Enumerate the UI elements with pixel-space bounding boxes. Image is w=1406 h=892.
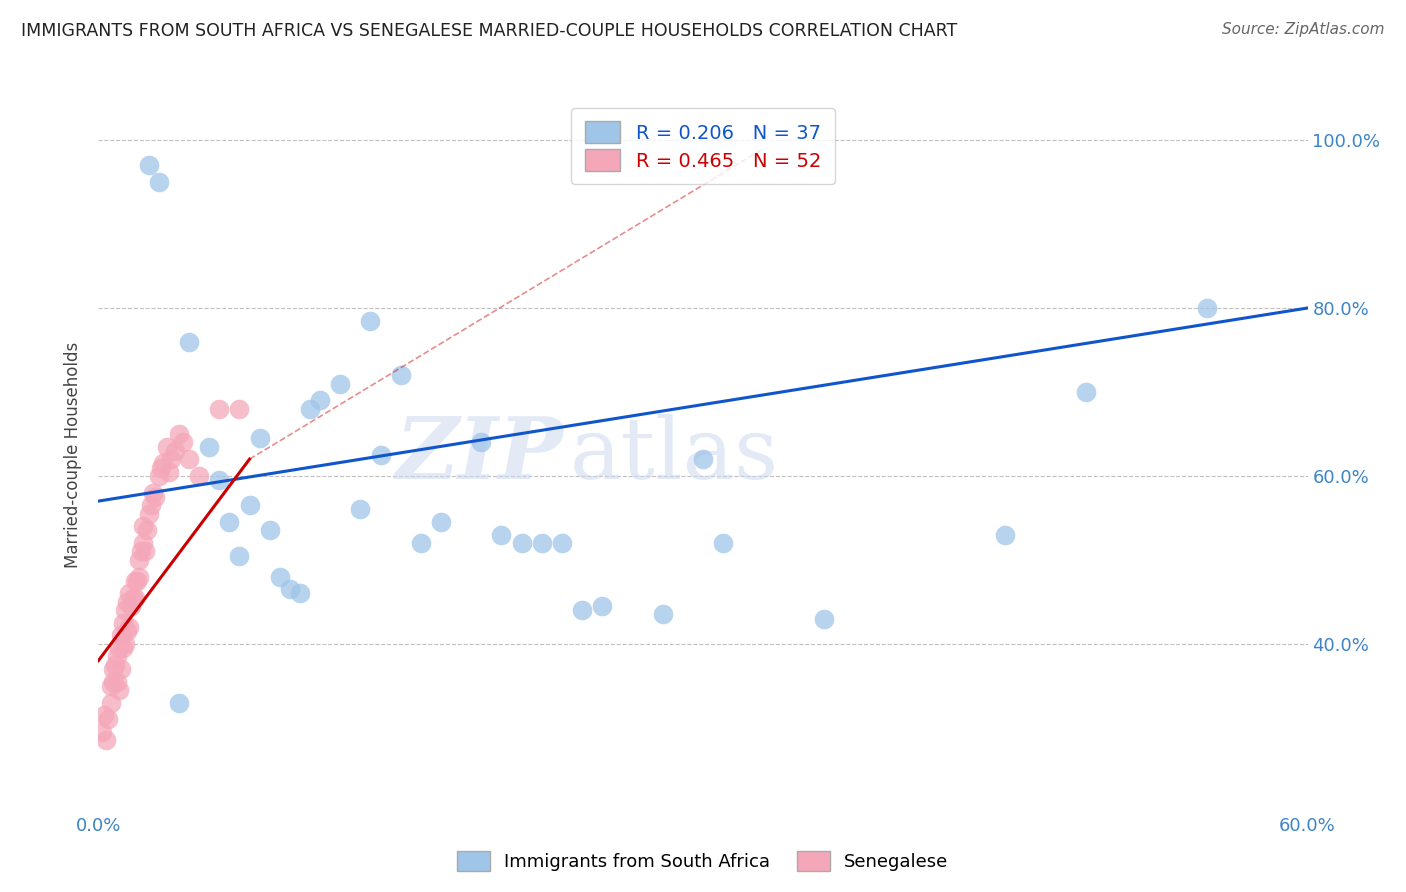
Point	[692, 452, 714, 467]
Point	[124, 591, 146, 605]
Point	[239, 498, 262, 512]
Text: Source: ZipAtlas.com: Source: ZipAtlas.com	[1222, 22, 1385, 37]
Point	[813, 612, 835, 626]
Point	[121, 591, 143, 605]
Point	[269, 569, 291, 583]
Point	[97, 712, 120, 726]
Point	[111, 640, 134, 655]
Point	[491, 527, 513, 541]
Point	[156, 440, 179, 454]
Point	[93, 708, 115, 723]
Legend: R = 0.206   N = 37, R = 0.465   N = 52: R = 0.206 N = 37, R = 0.465 N = 52	[571, 108, 835, 185]
Point	[409, 536, 432, 550]
Point	[138, 158, 160, 172]
Y-axis label: Married-couple Households: Married-couple Households	[65, 342, 83, 568]
Point	[110, 662, 132, 676]
Point	[152, 456, 174, 470]
Point	[128, 569, 150, 583]
Point	[228, 549, 250, 563]
Legend: Immigrants from South Africa, Senegalese: Immigrants from South Africa, Senegalese	[450, 844, 956, 879]
Point	[278, 582, 301, 597]
Point	[118, 620, 141, 634]
Point	[530, 536, 553, 550]
Point	[1074, 384, 1097, 399]
Point	[148, 175, 170, 189]
Point	[208, 473, 231, 487]
Point	[651, 607, 673, 622]
Point	[107, 683, 129, 698]
Point	[994, 527, 1017, 541]
Point	[139, 498, 162, 512]
Point	[114, 603, 136, 617]
Point	[101, 662, 124, 676]
Point	[115, 624, 138, 639]
Point	[349, 502, 371, 516]
Point	[370, 448, 392, 462]
Text: atlas: atlas	[569, 413, 779, 497]
Point	[157, 465, 180, 479]
Point	[142, 485, 165, 500]
Point	[96, 733, 118, 747]
Point	[135, 524, 157, 538]
Point	[105, 674, 128, 689]
Point	[591, 599, 613, 613]
Point	[160, 452, 183, 467]
Point	[115, 595, 138, 609]
Point	[259, 524, 281, 538]
Point	[360, 313, 382, 327]
Point	[218, 515, 240, 529]
Point	[110, 628, 132, 642]
Point	[148, 469, 170, 483]
Point	[188, 469, 211, 483]
Point	[149, 460, 172, 475]
Point	[163, 443, 186, 458]
Point	[711, 536, 734, 550]
Point	[101, 674, 124, 689]
Point	[143, 490, 166, 504]
Point	[103, 657, 125, 672]
Point	[134, 544, 156, 558]
Point	[138, 507, 160, 521]
Point	[167, 426, 190, 441]
Point	[571, 603, 593, 617]
Point	[249, 431, 271, 445]
Point	[198, 440, 221, 454]
Point	[309, 393, 332, 408]
Point	[1195, 301, 1218, 315]
Point	[288, 586, 311, 600]
Point	[114, 637, 136, 651]
Point	[179, 452, 201, 467]
Point	[128, 553, 150, 567]
Point	[125, 574, 148, 588]
Point	[124, 574, 146, 588]
Point	[132, 536, 155, 550]
Point	[329, 376, 352, 391]
Point	[100, 696, 122, 710]
Point	[551, 536, 574, 550]
Point	[470, 435, 492, 450]
Point	[430, 515, 453, 529]
Point	[91, 725, 114, 739]
Point	[228, 401, 250, 416]
Point	[111, 615, 134, 630]
Point	[179, 334, 201, 349]
Point	[510, 536, 533, 550]
Point	[172, 435, 194, 450]
Point	[208, 401, 231, 416]
Point	[120, 599, 142, 613]
Text: ZIP: ZIP	[396, 413, 564, 497]
Point	[299, 401, 322, 416]
Point	[129, 544, 152, 558]
Point	[105, 649, 128, 664]
Point	[389, 368, 412, 383]
Point	[132, 519, 155, 533]
Point	[118, 586, 141, 600]
Point	[100, 679, 122, 693]
Point	[107, 640, 129, 655]
Text: IMMIGRANTS FROM SOUTH AFRICA VS SENEGALESE MARRIED-COUPLE HOUSEHOLDS CORRELATION: IMMIGRANTS FROM SOUTH AFRICA VS SENEGALE…	[21, 22, 957, 40]
Point	[167, 696, 190, 710]
